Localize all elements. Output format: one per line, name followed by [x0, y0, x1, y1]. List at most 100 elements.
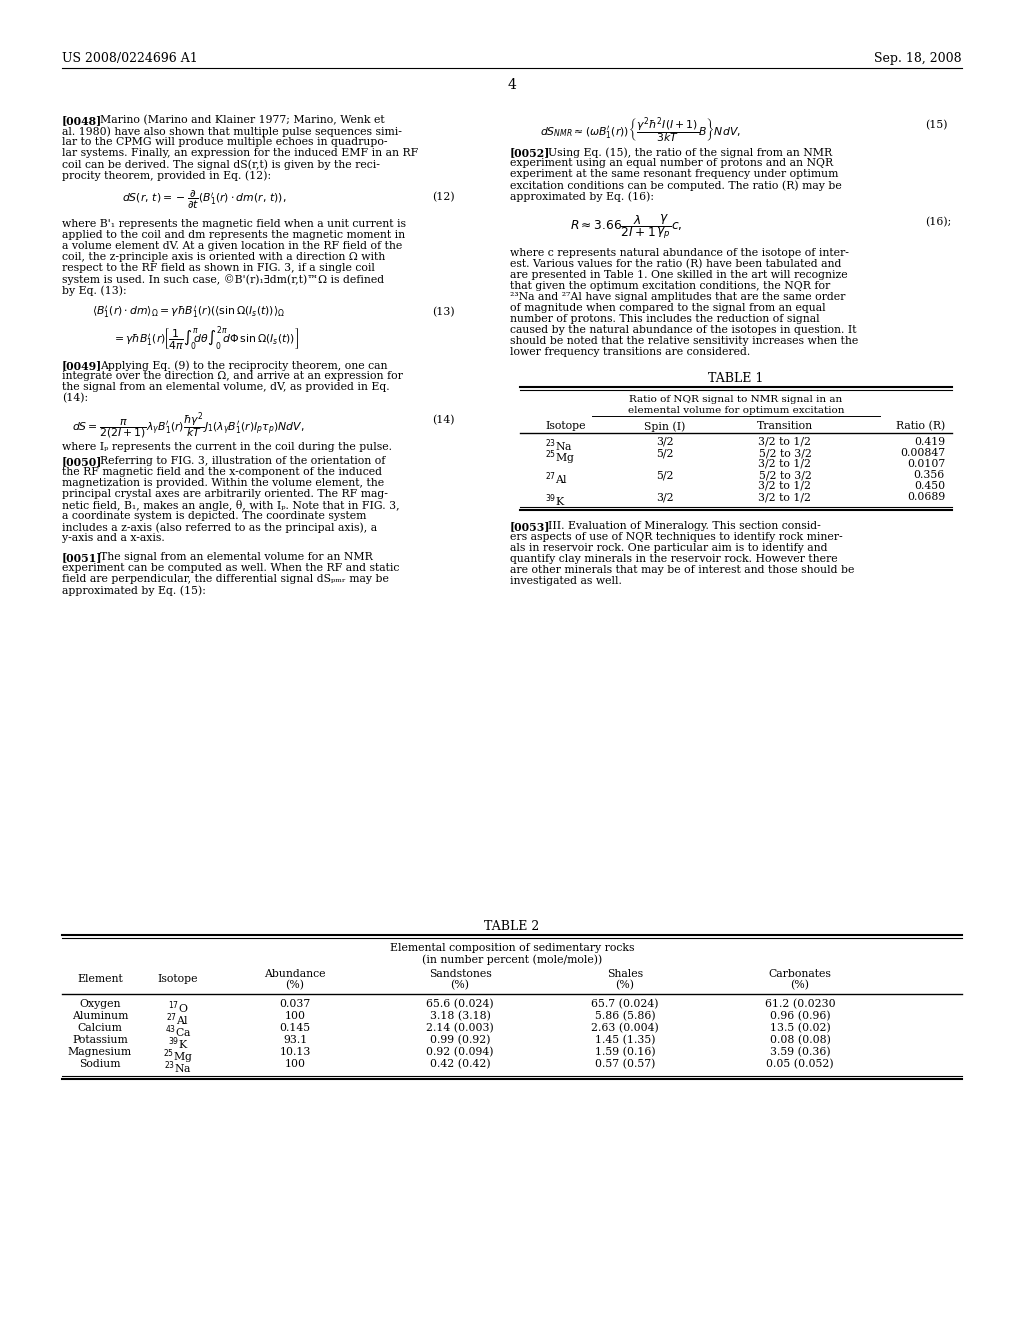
Text: $\langle B_1^{\prime}(r) \cdot dm\rangle_\Omega = \gamma\hbar B_1^{\prime}(r)(\l: $\langle B_1^{\prime}(r) \cdot dm\rangle…	[92, 304, 285, 319]
Text: (13): (13)	[432, 308, 455, 317]
Text: magnetization is provided. Within the volume element, the: magnetization is provided. Within the vo…	[62, 478, 384, 488]
Text: $^{25}$Mg: $^{25}$Mg	[163, 1047, 193, 1065]
Text: experiment at the same resonant frequency under optimum: experiment at the same resonant frequenc…	[510, 169, 839, 180]
Text: Using Eq. (15), the ratio of the signal from an NMR: Using Eq. (15), the ratio of the signal …	[548, 147, 833, 157]
Text: $^{43}$Ca: $^{43}$Ca	[165, 1023, 191, 1040]
Text: excitation conditions can be computed. The ratio (R) may be: excitation conditions can be computed. T…	[510, 180, 842, 190]
Text: Calcium: Calcium	[78, 1023, 123, 1034]
Text: 3.59 (0.36): 3.59 (0.36)	[770, 1047, 830, 1057]
Text: Spin (I): Spin (I)	[644, 421, 686, 432]
Text: where Iₚ represents the current in the coil during the pulse.: where Iₚ represents the current in the c…	[62, 442, 392, 451]
Text: $R \approx 3.66\dfrac{\lambda}{2I+1}\dfrac{\gamma}{\gamma_p}c,$: $R \approx 3.66\dfrac{\lambda}{2I+1}\dfr…	[570, 213, 683, 240]
Text: ers aspects of use of NQR techniques to identify rock miner-: ers aspects of use of NQR techniques to …	[510, 532, 843, 543]
Text: 2.14 (0.003): 2.14 (0.003)	[426, 1023, 494, 1034]
Text: 0.450: 0.450	[913, 480, 945, 491]
Text: $^{23}$Na: $^{23}$Na	[545, 437, 572, 454]
Text: $dS = \dfrac{\pi}{2(2I+1)}\lambda_\gamma B_1^{\prime}(r)\dfrac{\hbar\gamma^2}{kT: $dS = \dfrac{\pi}{2(2I+1)}\lambda_\gamma…	[72, 411, 304, 441]
Text: 0.92 (0.094): 0.92 (0.094)	[426, 1047, 494, 1057]
Text: (%): (%)	[615, 979, 635, 990]
Text: experiment can be computed as well. When the RF and static: experiment can be computed as well. When…	[62, 564, 399, 573]
Text: 5/2: 5/2	[656, 470, 674, 480]
Text: Isotope: Isotope	[158, 974, 199, 983]
Text: where c represents natural abundance of the isotope of inter-: where c represents natural abundance of …	[510, 248, 849, 257]
Text: integrate over the direction Ω, and arrive at an expression for: integrate over the direction Ω, and arri…	[62, 371, 402, 381]
Text: a volume element dV. At a given location in the RF field of the: a volume element dV. At a given location…	[62, 242, 402, 251]
Text: $^{25}$Mg: $^{25}$Mg	[545, 447, 574, 466]
Text: 0.419: 0.419	[913, 437, 945, 447]
Text: Aluminum: Aluminum	[72, 1011, 128, 1020]
Text: 0.037: 0.037	[280, 999, 310, 1008]
Text: [0049]: [0049]	[62, 360, 102, 371]
Text: [0048]: [0048]	[62, 115, 102, 125]
Text: $^{39}$K: $^{39}$K	[168, 1035, 188, 1052]
Text: 0.99 (0.92): 0.99 (0.92)	[430, 1035, 490, 1045]
Text: lower frequency transitions are considered.: lower frequency transitions are consider…	[510, 347, 751, 356]
Text: Magnesium: Magnesium	[68, 1047, 132, 1057]
Text: Elemental composition of sedimentary rocks: Elemental composition of sedimentary roc…	[390, 942, 634, 953]
Text: (15): (15)	[925, 120, 947, 131]
Text: Oxygen: Oxygen	[79, 999, 121, 1008]
Text: 3/2 to 1/2: 3/2 to 1/2	[759, 437, 811, 447]
Text: 0.05 (0.052): 0.05 (0.052)	[766, 1059, 834, 1069]
Text: respect to the RF field as shown in FIG. 3, if a single coil: respect to the RF field as shown in FIG.…	[62, 263, 375, 273]
Text: field are perpendicular, the differential signal dSₚₘᵣ may be: field are perpendicular, the differentia…	[62, 574, 389, 583]
Text: Transition: Transition	[757, 421, 813, 432]
Text: Element: Element	[77, 974, 123, 983]
Text: are presented in Table 1. One skilled in the art will recognize: are presented in Table 1. One skilled in…	[510, 271, 848, 280]
Text: principal crystal axes are arbitrarily oriented. The RF mag-: principal crystal axes are arbitrarily o…	[62, 488, 388, 499]
Text: netic field, B₁, makes an angle, θ, with Iₚ. Note that in FIG. 3,: netic field, B₁, makes an angle, θ, with…	[62, 500, 399, 511]
Text: $dS(r,\, t) = -\dfrac{\partial}{\partial t}(B_1^{\prime}(r) \cdot dm(r,\, t)),$: $dS(r,\, t) = -\dfrac{\partial}{\partial…	[122, 189, 287, 211]
Text: 65.7 (0.024): 65.7 (0.024)	[591, 999, 658, 1010]
Text: 3/2: 3/2	[656, 437, 674, 447]
Text: 10.13: 10.13	[280, 1047, 310, 1057]
Text: $^{27}$Al: $^{27}$Al	[545, 470, 568, 487]
Text: procity theorem, provided in Eq. (12):: procity theorem, provided in Eq. (12):	[62, 170, 271, 181]
Text: (14): (14)	[432, 414, 455, 425]
Text: lar to the CPMG will produce multiple echoes in quadrupo-: lar to the CPMG will produce multiple ec…	[62, 137, 387, 147]
Text: Abundance: Abundance	[264, 969, 326, 979]
Text: 3/2 to 1/2: 3/2 to 1/2	[759, 480, 811, 491]
Text: system is used. In such case, ©B'(r)₁∃dm(r,t)™Ω is defined: system is used. In such case, ©B'(r)₁∃dm…	[62, 275, 384, 285]
Text: 1.59 (0.16): 1.59 (0.16)	[595, 1047, 655, 1057]
Text: y-axis and a x-axis.: y-axis and a x-axis.	[62, 533, 165, 543]
Text: coil can be derived. The signal dS(r,t) is given by the reci-: coil can be derived. The signal dS(r,t) …	[62, 158, 380, 169]
Text: (16);: (16);	[925, 216, 951, 227]
Text: Sandstones: Sandstones	[429, 969, 492, 979]
Text: Potassium: Potassium	[72, 1035, 128, 1045]
Text: coil, the z-principle axis is oriented with a direction Ω with: coil, the z-principle axis is oriented w…	[62, 252, 385, 261]
Text: experiment using an equal number of protons and an NQR: experiment using an equal number of prot…	[510, 158, 834, 168]
Text: 0.356: 0.356	[913, 470, 945, 480]
Text: are other minerals that may be of interest and those should be: are other minerals that may be of intere…	[510, 565, 854, 576]
Text: $^{39}$K: $^{39}$K	[545, 492, 565, 508]
Text: applied to the coil and dm represents the magnetic moment in: applied to the coil and dm represents th…	[62, 230, 406, 240]
Text: Sep. 18, 2008: Sep. 18, 2008	[874, 51, 962, 65]
Text: where B'₁ represents the magnetic field when a unit current is: where B'₁ represents the magnetic field …	[62, 219, 406, 228]
Text: 100: 100	[285, 1011, 305, 1020]
Text: approximated by Eq. (15):: approximated by Eq. (15):	[62, 585, 206, 595]
Text: 5.86 (5.86): 5.86 (5.86)	[595, 1011, 655, 1022]
Text: number of protons. This includes the reduction of signal: number of protons. This includes the red…	[510, 314, 819, 323]
Text: 65.6 (0.024): 65.6 (0.024)	[426, 999, 494, 1010]
Text: Ratio of NQR signal to NMR signal in an: Ratio of NQR signal to NMR signal in an	[630, 395, 843, 404]
Text: Sodium: Sodium	[79, 1059, 121, 1069]
Text: 13.5 (0.02): 13.5 (0.02)	[770, 1023, 830, 1034]
Text: 61.2 (0.0230: 61.2 (0.0230	[765, 999, 836, 1010]
Text: [0052]: [0052]	[510, 147, 550, 158]
Text: US 2008/0224696 A1: US 2008/0224696 A1	[62, 51, 198, 65]
Text: 100: 100	[285, 1059, 305, 1069]
Text: Carbonates: Carbonates	[769, 969, 831, 979]
Text: al. 1980) have also shown that multiple pulse sequences simi-: al. 1980) have also shown that multiple …	[62, 125, 401, 136]
Text: 93.1: 93.1	[283, 1035, 307, 1045]
Text: 0.0689: 0.0689	[906, 492, 945, 502]
Text: Ratio (R): Ratio (R)	[896, 421, 945, 432]
Text: quantify clay minerals in the reservoir rock. However there: quantify clay minerals in the reservoir …	[510, 554, 838, 564]
Text: $^{17}$O: $^{17}$O	[168, 999, 188, 1015]
Text: Isotope: Isotope	[545, 421, 586, 432]
Text: 0.145: 0.145	[280, 1023, 310, 1034]
Text: [0053]: [0053]	[510, 521, 551, 532]
Text: 4: 4	[508, 78, 516, 92]
Text: Applying Eq. (9) to the reciprocity theorem, one can: Applying Eq. (9) to the reciprocity theo…	[100, 360, 387, 371]
Text: 0.96 (0.96): 0.96 (0.96)	[770, 1011, 830, 1022]
Text: 1.45 (1.35): 1.45 (1.35)	[595, 1035, 655, 1045]
Text: est. Various values for the ratio (R) have been tabulated and: est. Various values for the ratio (R) ha…	[510, 259, 842, 269]
